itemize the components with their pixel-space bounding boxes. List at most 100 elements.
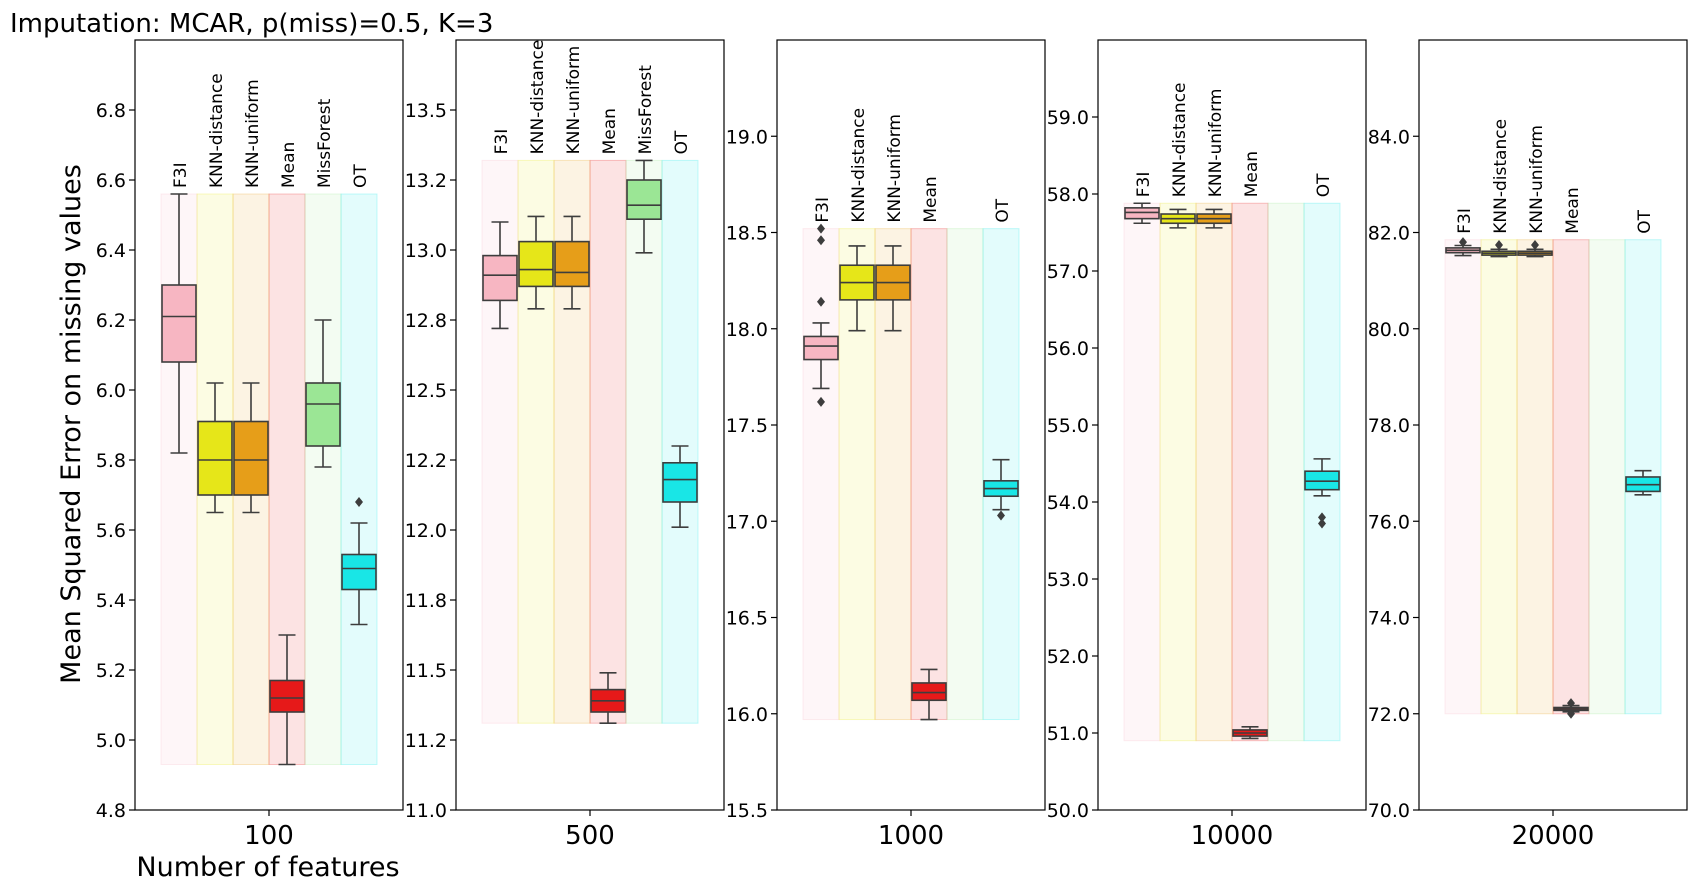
band-OT [661,159,699,724]
band-KNN-uniform [1516,239,1554,715]
band-MissForest [946,228,984,721]
y-tick-label: 57.0 [1047,261,1089,283]
y-tick-label: 56.0 [1047,338,1089,360]
box-KNN-distance [197,382,233,514]
flier [817,235,825,246]
box-body [341,553,377,591]
box-KNN-uniform [1517,240,1553,258]
box-body [233,420,269,496]
box-MissForest [626,159,662,254]
box-Mean [911,668,947,721]
band-MissForest [304,193,342,765]
method-label: F3I [1134,172,1154,198]
y-tick-label: 58.0 [1047,184,1089,206]
y-tick-label: 50.0 [1047,800,1089,822]
box-body [911,682,947,702]
box-OT [1625,469,1661,496]
box-OT [983,458,1019,521]
box-body [161,284,197,363]
box-KNN-distance [1160,208,1196,229]
band-Mean [910,228,948,721]
band-KNN-uniform [1195,202,1233,742]
y-tick-label: 11.2 [405,730,447,752]
method-label: KNN-distance [1491,119,1511,234]
y-tick-label: 12.8 [405,310,447,332]
y-tick-label: 51.0 [1047,723,1089,745]
y-tick-label: 13.2 [405,170,447,192]
y-tick-label: 13.5 [405,100,447,122]
y-tick-label: 6.6 [96,170,126,192]
method-label: KNN-uniform [564,46,584,155]
box-KNN-distance [839,245,875,332]
y-tick-label: 82.0 [1368,223,1410,245]
method-label: F3I [1455,208,1475,234]
x-tick-label: 10000 [1191,821,1274,851]
y-tick-label: 11.0 [405,800,447,822]
y-tick-label: 17.5 [726,415,768,437]
box-KNN-uniform [1196,208,1232,229]
method-label: OT [1314,173,1334,197]
panel-100: 4.8 5.0 5.2 5.4 5.6 5.8 6.0 6.2 6.4 6.6 6.8 100 F3I K… [96,39,404,851]
box-OT [1304,458,1340,529]
y-tick-label: 11.8 [405,590,447,612]
band-F3I [1444,239,1482,715]
y-tick-label: 6.8 [96,100,126,122]
box-KNN-distance [1481,240,1517,258]
method-label: KNN-distance [207,73,227,188]
box-body [305,382,341,447]
y-tick-label: 6.2 [96,310,126,332]
y-tick-label: 12.2 [405,450,447,472]
y-tick-label: 74.0 [1368,608,1410,630]
flier [1318,512,1326,523]
flier [1531,240,1539,251]
band-MissForest [1588,239,1626,715]
y-tick-label: 6.0 [96,380,126,402]
method-label: KNN-uniform [1527,125,1547,234]
y-tick-label: 13.0 [405,240,447,262]
flier [1567,698,1575,709]
x-tick-label: 100 [244,821,294,851]
box-body [269,679,305,713]
flier [1459,237,1467,248]
box-body [626,179,662,221]
method-label: Mean [1242,151,1262,197]
method-label: OT [672,130,692,154]
y-tick-label: 18.0 [726,319,768,341]
y-tick-label: 6.4 [96,240,126,262]
method-label: Mean [600,108,620,154]
y-tick-label: 15.5 [726,800,768,822]
method-label: KNN-uniform [243,79,263,188]
y-tick-label: 54.0 [1047,492,1089,514]
flier [355,497,363,507]
box-Mean [1232,726,1268,740]
x-tick-label: 500 [565,821,615,851]
method-label: F3I [171,162,191,188]
band-OT [340,193,378,765]
y-tick-label: 80.0 [1368,319,1410,341]
flier [817,396,825,407]
flier [817,296,825,307]
method-label: KNN-uniform [1206,89,1226,198]
box-Mean [590,671,626,725]
method-label: OT [1635,209,1655,233]
flier [1567,708,1575,719]
band-Mean [589,159,627,724]
method-label: MissForest [315,98,335,188]
method-label: KNN-distance [1170,82,1190,197]
band-MissForest [625,159,663,724]
y-tick-label: 12.5 [405,380,447,402]
method-label: OT [351,164,371,188]
y-tick-label: 16.5 [726,608,768,630]
box-body [554,240,590,288]
box-body [803,335,839,361]
box-body [482,254,518,302]
box-Mean [269,634,305,766]
method-label: OT [993,198,1013,222]
y-tick-label: 76.0 [1368,511,1410,533]
method-label: MissForest [636,65,656,155]
box-body [197,420,233,496]
flier [1495,240,1503,251]
box-F3I [1124,202,1160,225]
box-F3I [1445,237,1481,257]
